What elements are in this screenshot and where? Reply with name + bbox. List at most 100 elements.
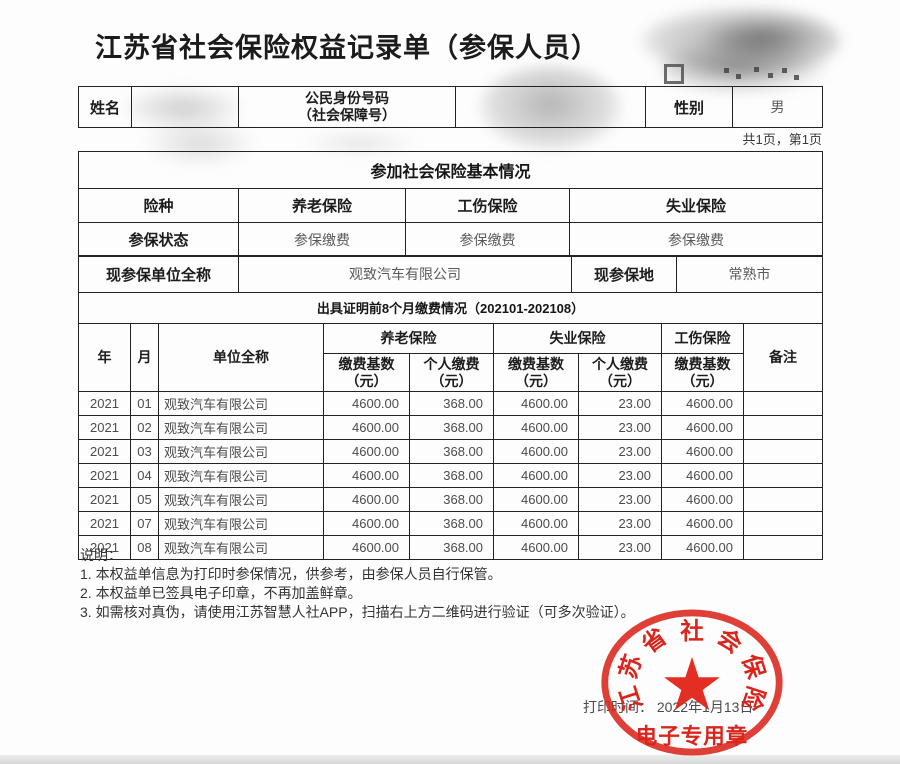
cell-unemployment-personal: 23.00	[578, 391, 662, 417]
status-injury: 参保缴费	[405, 222, 570, 257]
note-line: 1. 本权益单信息为打印时参保情况，供参考，由参保人员自行保管。	[80, 566, 502, 582]
identity-table: 姓名 公民身份号码 （社会保障号） 性别 男	[78, 86, 823, 128]
cell-unemployment-base: 4600.00	[493, 487, 579, 513]
qr-code-smudge	[700, 12, 830, 62]
cell-pension-base: 4600.00	[323, 439, 410, 465]
col-injury-base: 缴费基数（元）	[661, 352, 744, 393]
cell-year: 2021	[78, 487, 131, 513]
payment-table-row: 2021 02 观致汽车有限公司 4600.00 368.00 4600.00 23.00 4…	[78, 415, 823, 441]
payment-section-title: 出具证明前8个月缴费情况（202101-202108）	[78, 291, 823, 324]
cell-month: 01	[130, 391, 159, 417]
col-pension-personal: 个人缴费（元）	[409, 352, 494, 393]
insurance-type-label: 险种	[78, 188, 239, 223]
document-title: 江苏省社会保险权益记录单（参保人员）	[95, 33, 599, 63]
cell-month: 03	[130, 439, 159, 465]
note-line: 2. 本权益单已签具电子印章，不再加盖鲜章。	[80, 585, 362, 601]
group-unemployment: 失业保险	[493, 322, 662, 354]
employer-table: 现参保单位全称 观致汽车有限公司 现参保地 常熟市	[78, 255, 823, 294]
stamp-arc-char: 保	[737, 650, 769, 682]
name-value	[131, 86, 239, 128]
image-edge-strip	[0, 755, 900, 764]
cell-month: 07	[130, 511, 159, 537]
gender-value: 男	[732, 86, 823, 128]
cell-month: 02	[130, 415, 159, 441]
payment-table-body: 2021 01 观致汽车有限公司 4600.00 368.00 4600.00 23.00 4…	[78, 391, 823, 561]
cell-injury-base: 4600.00	[661, 415, 744, 441]
cell-injury-base: 4600.00	[661, 391, 744, 417]
cell-year: 2021	[78, 391, 131, 417]
stamp-ring	[601, 609, 783, 756]
group-pension: 养老保险	[323, 322, 494, 354]
cell-employer: 观致汽车有限公司	[158, 535, 324, 561]
cell-unemployment-base: 4600.00	[493, 439, 579, 465]
cell-remark	[743, 511, 823, 537]
col-remark: 备注	[743, 322, 823, 393]
cell-pension-base: 4600.00	[323, 415, 410, 441]
status-pension: 参保缴费	[238, 222, 406, 257]
print-time: 打印时间： 2022年1月13日	[583, 699, 754, 715]
cell-unemployment-base: 4600.00	[493, 391, 579, 417]
stamp-arc-char: 苏	[615, 651, 647, 681]
cell-pension-personal: 368.00	[409, 463, 494, 489]
cell-unemployment-base: 4600.00	[493, 535, 579, 561]
location-label: 现参保地	[571, 255, 677, 294]
cell-injury-base: 4600.00	[661, 511, 744, 537]
col-year: 年	[78, 322, 131, 393]
name-label: 姓名	[78, 86, 132, 128]
notes-heading: 说明：	[80, 547, 122, 563]
insurance-type-unemployment: 失业保险	[568, 188, 824, 223]
cell-unemployment-personal: 23.00	[578, 535, 662, 561]
cell-pension-personal: 368.00	[409, 535, 494, 561]
stamp-arc-char: 会	[713, 622, 748, 658]
cell-remark	[743, 463, 823, 489]
cell-employer: 观致汽车有限公司	[158, 415, 324, 441]
cell-unemployment-base: 4600.00	[493, 415, 579, 441]
cell-employer: 观致汽车有限公司	[158, 439, 324, 465]
note-line: 3. 如需核对真伪，请使用江苏智慧人社APP，扫描右上方二维码进行验证（可多次验…	[80, 604, 635, 620]
cell-injury-base: 4600.00	[661, 439, 744, 465]
cell-month: 08	[130, 535, 159, 561]
cell-injury-base: 4600.00	[661, 535, 744, 561]
cell-employer: 观致汽车有限公司	[158, 463, 324, 489]
cell-pension-personal: 368.00	[409, 391, 494, 417]
cell-year: 2021	[78, 511, 131, 537]
insurance-type-pension: 养老保险	[238, 188, 406, 223]
cell-pension-base: 4600.00	[323, 487, 410, 513]
cell-pension-personal: 368.00	[409, 415, 494, 441]
cell-unemployment-personal: 23.00	[578, 511, 662, 537]
cell-year: 2021	[78, 415, 131, 441]
cell-unemployment-personal: 23.00	[578, 415, 662, 441]
basic-info-section-title: 参加社会保险基本情况	[77, 151, 824, 189]
stamp-arc-char: 社	[680, 617, 704, 644]
cell-year: 2021	[78, 439, 131, 465]
cell-pension-base: 4600.00	[323, 391, 410, 417]
status-label: 参保状态	[78, 222, 239, 257]
cell-remark	[743, 535, 823, 561]
cell-pension-personal: 368.00	[409, 439, 494, 465]
electronic-seal-stamp: 江苏省社会保险 电子专用章	[601, 609, 783, 756]
id-number-value	[455, 86, 646, 128]
cell-pension-personal: 368.00	[409, 487, 494, 513]
cell-pension-base: 4600.00	[323, 463, 410, 489]
col-employer: 单位全称	[158, 322, 324, 393]
cell-unemployment-personal: 23.00	[578, 439, 662, 465]
employer-label: 现参保单位全称	[78, 255, 239, 294]
qr-code-smudge	[640, 6, 840, 76]
cell-pension-base: 4600.00	[323, 535, 410, 561]
payment-table: 出具证明前8个月缴费情况（202101-202108） 年 月 单位全称 养老保…	[78, 291, 823, 561]
cell-pension-personal: 368.00	[409, 511, 494, 537]
gender-label: 性别	[645, 86, 733, 128]
group-injury: 工伤保险	[661, 322, 744, 354]
id-number-label: 公民身份号码 （社会保障号）	[238, 86, 456, 128]
payment-table-row: 2021 01 观致汽车有限公司 4600.00 368.00 4600.00 23.00 4…	[78, 391, 823, 417]
cell-employer: 观致汽车有限公司	[158, 487, 324, 513]
cell-remark	[743, 487, 823, 513]
cell-remark	[743, 439, 823, 465]
cell-unemployment-personal: 23.00	[578, 463, 662, 489]
cell-year: 2021	[78, 463, 131, 489]
stamp-bottom-text: 电子专用章	[636, 723, 749, 748]
cell-remark	[743, 415, 823, 441]
cell-injury-base: 4600.00	[661, 487, 744, 513]
col-unemployment-base: 缴费基数（元）	[493, 352, 579, 393]
